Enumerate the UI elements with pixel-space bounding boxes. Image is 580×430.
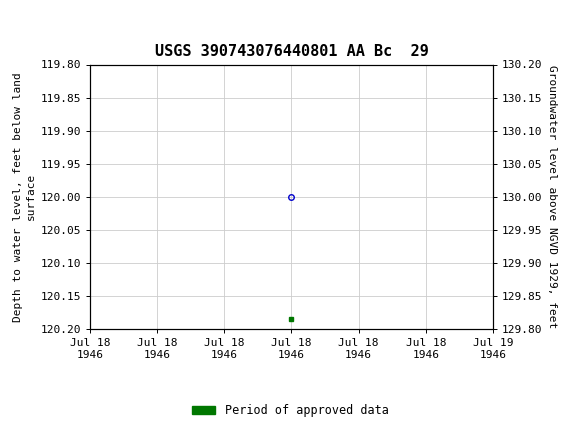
Legend: Period of approved data: Period of approved data — [187, 399, 393, 422]
Title: USGS 390743076440801 AA Bc  29: USGS 390743076440801 AA Bc 29 — [155, 44, 428, 59]
Y-axis label: Depth to water level, feet below land
surface: Depth to water level, feet below land su… — [13, 72, 36, 322]
Text: ▒USGS: ▒USGS — [7, 8, 66, 24]
Y-axis label: Groundwater level above NGVD 1929, feet: Groundwater level above NGVD 1929, feet — [547, 65, 557, 329]
